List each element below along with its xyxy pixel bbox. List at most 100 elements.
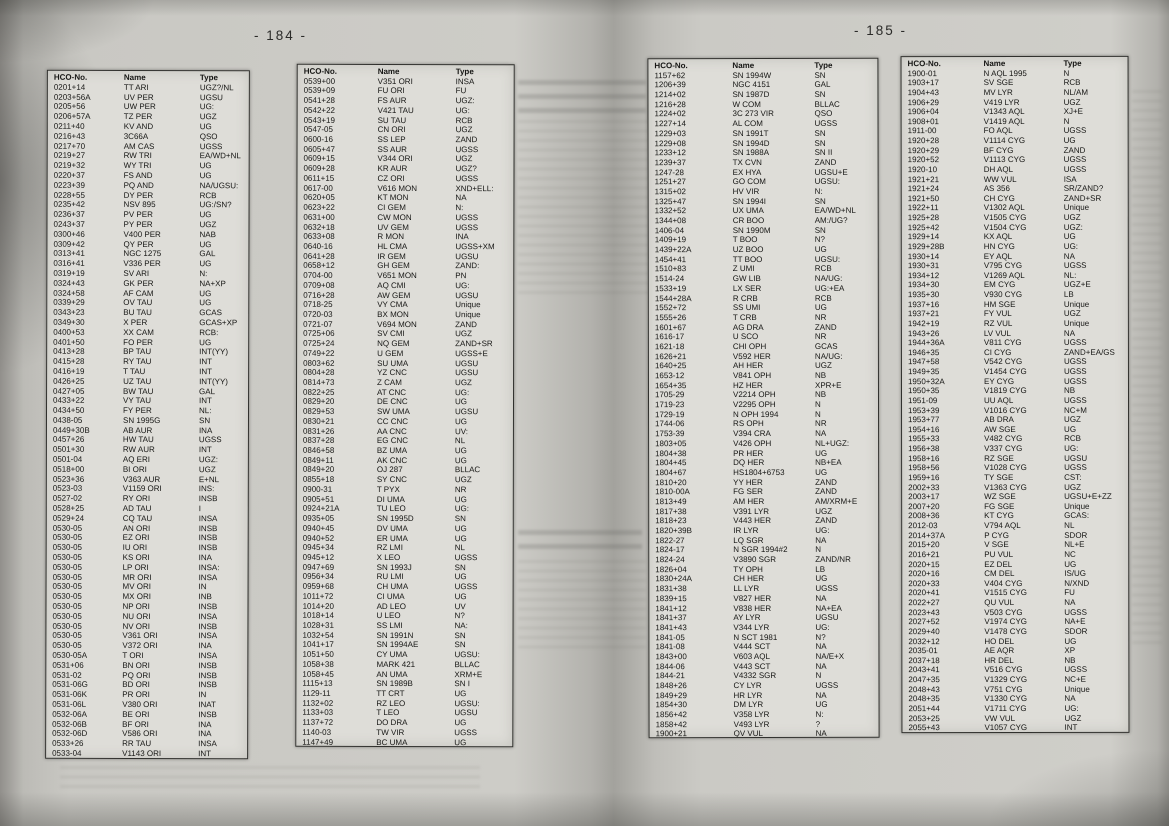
cell-hco-no: 2043+41 <box>908 665 940 675</box>
cell-type: UG <box>1063 135 1076 145</box>
table-row: 1640+25 AH HER UGZ <box>655 361 878 371</box>
cell-type: UG <box>815 574 828 584</box>
table-row: 1925+28 V1505 CYG UGZ <box>908 213 1128 223</box>
cell-hco-no: 0203+56A <box>53 92 91 102</box>
cell-name: AD LEO <box>376 601 406 611</box>
bleedthrough-text <box>518 530 642 554</box>
cell-type: UG <box>815 700 828 710</box>
cell-hco-no: 0531-06K <box>52 689 87 700</box>
table-row: 0205+56 UW PER UG: <box>54 102 249 112</box>
cell-name: SW UMA <box>376 407 410 417</box>
bleedthrough-text <box>518 120 650 300</box>
cell-name: AQ ERI <box>122 455 151 465</box>
cell-hco-no: 2020+41 <box>908 588 940 598</box>
cell-type: UGSS <box>1063 155 1087 165</box>
cell-type: RCB <box>814 264 832 274</box>
cell-type: UG <box>199 239 212 249</box>
cell-hco-no: 2003+17 <box>908 492 940 502</box>
cell-type: INSB <box>198 523 218 533</box>
table-row: 0641+28 IR GEM UGSU <box>303 251 513 261</box>
cell-type: N <box>1063 68 1070 78</box>
cell-hco-no: 0658+12 <box>303 261 335 271</box>
cell-name: V404 CYG <box>984 578 1023 588</box>
cell-name: HN CYG <box>983 241 1015 251</box>
cell-name: V443 SCT <box>733 661 771 671</box>
cell-name: X PER <box>123 317 148 327</box>
table-row: 1844-21 V4332 SGR N <box>655 671 878 681</box>
cell-name: AT CNC <box>377 387 407 397</box>
table-row: 1251+27 GO COM UGSU: <box>655 177 878 187</box>
cell-type: XRM+E <box>454 669 483 679</box>
cell-name: DH AQL <box>983 164 1014 174</box>
table-row: 1930+31 V795 CYG UGSS <box>908 261 1128 271</box>
cell-name: SN 1994W <box>732 70 772 80</box>
table-row: 1944+36A V811 CYG UGSS <box>908 338 1128 348</box>
cell-type: XND+ELL: <box>455 183 494 193</box>
table-row: 0542+22 V421 TAU UG: <box>304 106 514 116</box>
cell-name: V1143 ORI <box>122 748 162 759</box>
table-row: 1229+03 SN 1991T SN <box>655 129 878 139</box>
table-row: 0316+41 V336 PER UG <box>53 259 248 269</box>
table-row: 0530-05 EZ ORI INSB <box>53 533 248 543</box>
cell-type: E+NL <box>198 474 220 484</box>
cell-name: IR GEM <box>377 251 406 261</box>
cell-hco-no: 2020+33 <box>908 578 940 588</box>
cell-hco-no: 1227+14 <box>654 119 686 129</box>
cell-hco-no: 1955+33 <box>908 434 940 444</box>
table-row: 0236+37 PV PER UG <box>54 210 249 220</box>
table-row: 2015+20 V SGE NL+E <box>908 540 1128 550</box>
cell-type: UG <box>454 416 467 427</box>
cell-type: UG <box>454 718 467 728</box>
cell-hco-no: 1843+00 <box>655 652 687 662</box>
table-header-row: HCO-No. Name Type <box>54 73 249 83</box>
cell-type: NA <box>1064 694 1076 704</box>
cell-hco-no: 1920-10 <box>907 164 938 175</box>
table-row: 1929+14 KX AQL UG <box>908 232 1128 242</box>
cell-hco-no: 1854+30 <box>655 700 687 710</box>
cell-hco-no: 1958+56 <box>908 463 940 473</box>
table-row: 1058+38 MARK 421 BLLAC <box>302 660 512 670</box>
cell-hco-no: 0725+24 <box>303 338 335 348</box>
cell-hco-no: 0935+05 <box>302 513 335 523</box>
table-row: 0530-05 KS ORI INA <box>53 553 248 563</box>
table-row: 0530-05 NV ORI INSB <box>52 621 247 631</box>
cell-name: T LEO <box>376 708 400 718</box>
cell-name: CQ TAU <box>122 513 153 523</box>
cell-type: NL+E <box>1064 540 1085 550</box>
cell-hco-no: 1332+52 <box>654 206 687 216</box>
cell-type: N <box>815 545 822 555</box>
cell-hco-no: 1616-17 <box>654 332 685 342</box>
cell-hco-no: 1729-19 <box>655 409 685 419</box>
cell-hco-no: 2016+21 <box>908 549 940 560</box>
cell-type: INA <box>455 232 469 242</box>
cell-hco-no: 1818+23 <box>655 516 687 526</box>
table-row: 0434+50 FY PER NL: <box>53 406 248 416</box>
table-row: 0900-31 T PYX NR <box>303 485 513 495</box>
table-row: 2035-01 AE AQR XP <box>908 646 1128 656</box>
cell-type: UGZ <box>199 220 217 230</box>
table-row: 0725+24 NQ GEM ZAND+SR <box>303 339 513 349</box>
cell-name: V372 ORI <box>122 641 158 651</box>
cell-hco-no: 0527-02 <box>52 494 83 504</box>
cell-name: HL CMA <box>377 241 408 251</box>
table-row: 0803+62 SU UMA UGSU <box>303 358 513 368</box>
cell-hco-no: 0438-05 <box>52 415 83 425</box>
cell-type: BLLAC <box>454 465 481 475</box>
table-row: 1315+02 HV VIR N: <box>655 187 878 197</box>
table-row: 1753-39 V394 CRA NA <box>655 429 878 439</box>
table-row: 0219+27 RW TRI EA/WD+NL <box>54 151 249 161</box>
cell-type: NA <box>455 193 467 203</box>
cell-type: N: <box>814 186 823 196</box>
cell-hco-no: 1325+47 <box>654 196 687 206</box>
cell-hco-no: 2027+52 <box>908 617 940 627</box>
cell-hco-no: 0539+09 <box>303 86 336 96</box>
cell-hco-no: 1544+28A <box>654 293 692 303</box>
cell-type: NA <box>815 690 827 700</box>
cell-type: UGSS <box>454 727 477 738</box>
cell-type: AM/XRM+E <box>815 496 858 506</box>
table-row: 0959+68 CH UMA UGSS <box>303 582 513 592</box>
cell-type: UG: <box>1064 703 1079 713</box>
cell-type: ZAND <box>814 322 837 332</box>
cell-type: N <box>815 399 821 409</box>
cell-type: N? <box>814 235 825 245</box>
